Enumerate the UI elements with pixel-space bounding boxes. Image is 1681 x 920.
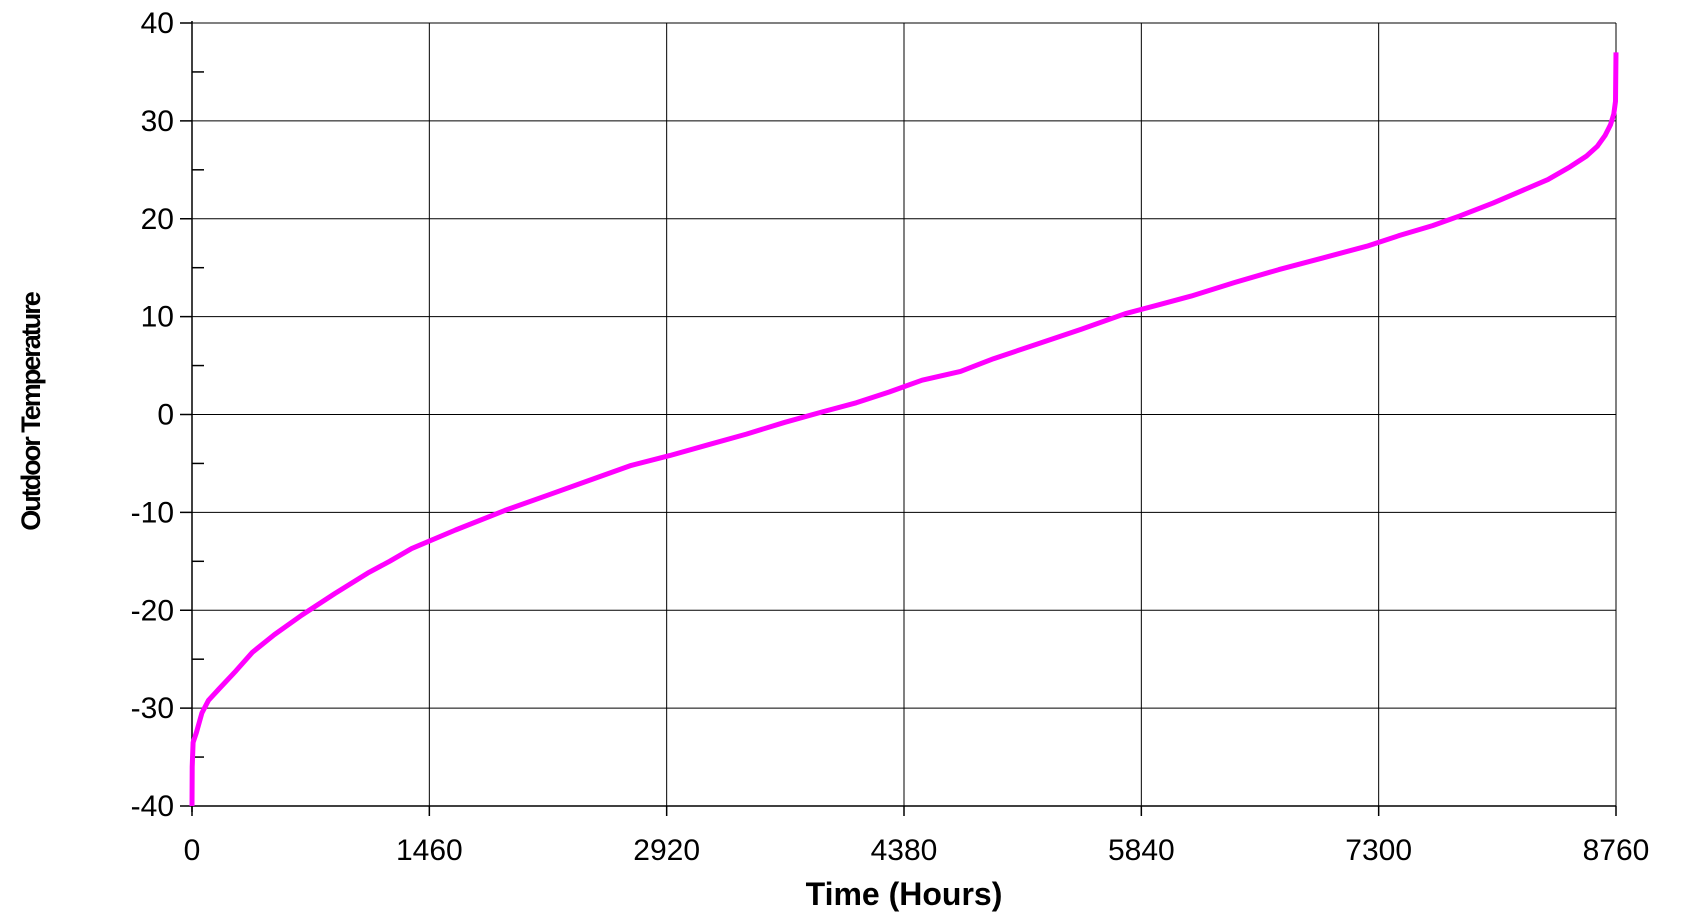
x-tick-label: 1460: [396, 834, 463, 867]
x-tick-label: 2920: [633, 834, 700, 867]
axes: [180, 21, 1617, 816]
y-tick-label: -40: [131, 790, 174, 823]
x-tick-label: 8760: [1583, 834, 1650, 867]
x-tick-label: 7300: [1345, 834, 1412, 867]
x-axis-title: Time (Hours): [806, 876, 1003, 912]
x-tick-label: 5840: [1108, 834, 1175, 867]
y-tick-label: 20: [141, 203, 174, 236]
y-axis-title: Outdoor Temperature: [16, 291, 46, 531]
y-tick-label: 30: [141, 105, 174, 138]
y-tick-label: 0: [157, 399, 174, 432]
y-tick-label: -30: [131, 692, 174, 725]
x-tick-label: 4380: [871, 834, 938, 867]
series-layer: [189, 52, 1619, 807]
x-tick-label: 0: [184, 834, 201, 867]
y-tick-label: -10: [131, 496, 174, 529]
y-tick-label: -20: [131, 594, 174, 627]
y-tick-label: 10: [141, 301, 174, 334]
tick-labels: -40 -30 -20 -10 0 10 20 30 40 0 1460 2920 4380 5840 73…: [131, 7, 1650, 867]
grid-lines: [192, 22, 1617, 806]
series-line: [189, 52, 1619, 807]
y-tick-label: 40: [141, 7, 174, 40]
